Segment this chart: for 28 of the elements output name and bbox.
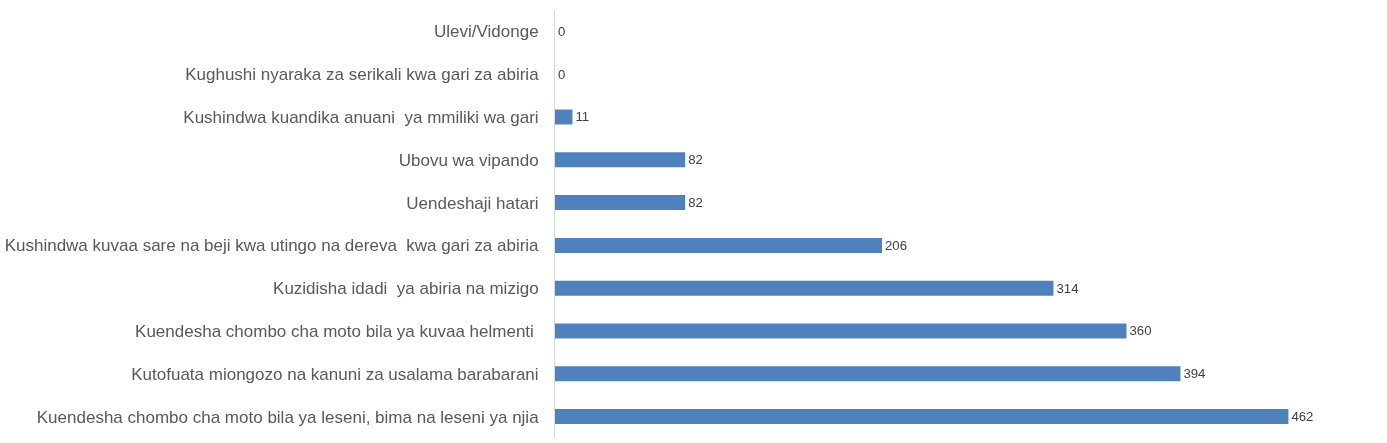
data-label: 394 — [1183, 366, 1206, 382]
y-tick-label: Ubovu wa vipando — [398, 150, 539, 170]
y-tick-label: Kuendesha chombo cha moto bila ya leseni, bima na leseni ya njia — [36, 407, 540, 427]
y-tick-label: Kutofuata miongozo na kanuni za usalama barabarani — [131, 364, 539, 384]
y-tick-label: Kuendesha chombo cha moto bila ya kuvaa helmenti — [135, 321, 539, 341]
bar — [555, 323, 1127, 339]
y-tick-label: Kushindwa kuandika anuani ya mmiliki wa gari — [183, 107, 539, 127]
bar — [555, 152, 686, 168]
bar — [555, 237, 883, 253]
bar — [555, 366, 1181, 382]
bar — [555, 195, 686, 211]
bar — [555, 280, 1054, 296]
data-label: 11 — [575, 109, 590, 125]
data-label: 360 — [1129, 323, 1152, 339]
y-tick-label: Uendeshaji hatari — [406, 193, 539, 213]
data-label: 0 — [558, 23, 566, 39]
y-tick-label: Kushindwa kuvaa sare na beji kwa utingo na dereva kwa gari za abiria — [4, 236, 540, 256]
data-label: 82 — [688, 195, 703, 211]
data-label: 0 — [558, 66, 566, 82]
data-label: 206 — [885, 237, 907, 253]
y-tick-label: Kuzidisha idadi ya abiria na mizigo — [273, 279, 539, 299]
bar — [555, 409, 1289, 425]
data-label: 82 — [688, 152, 703, 168]
bar — [555, 109, 573, 125]
data-label: 314 — [1056, 280, 1079, 296]
y-tick-label: Kughushi nyaraka za serikali kwa gari za abiria — [185, 65, 540, 85]
data-label: 462 — [1291, 409, 1314, 425]
y-tick-label: Ulevi/Vidonge — [434, 22, 539, 42]
